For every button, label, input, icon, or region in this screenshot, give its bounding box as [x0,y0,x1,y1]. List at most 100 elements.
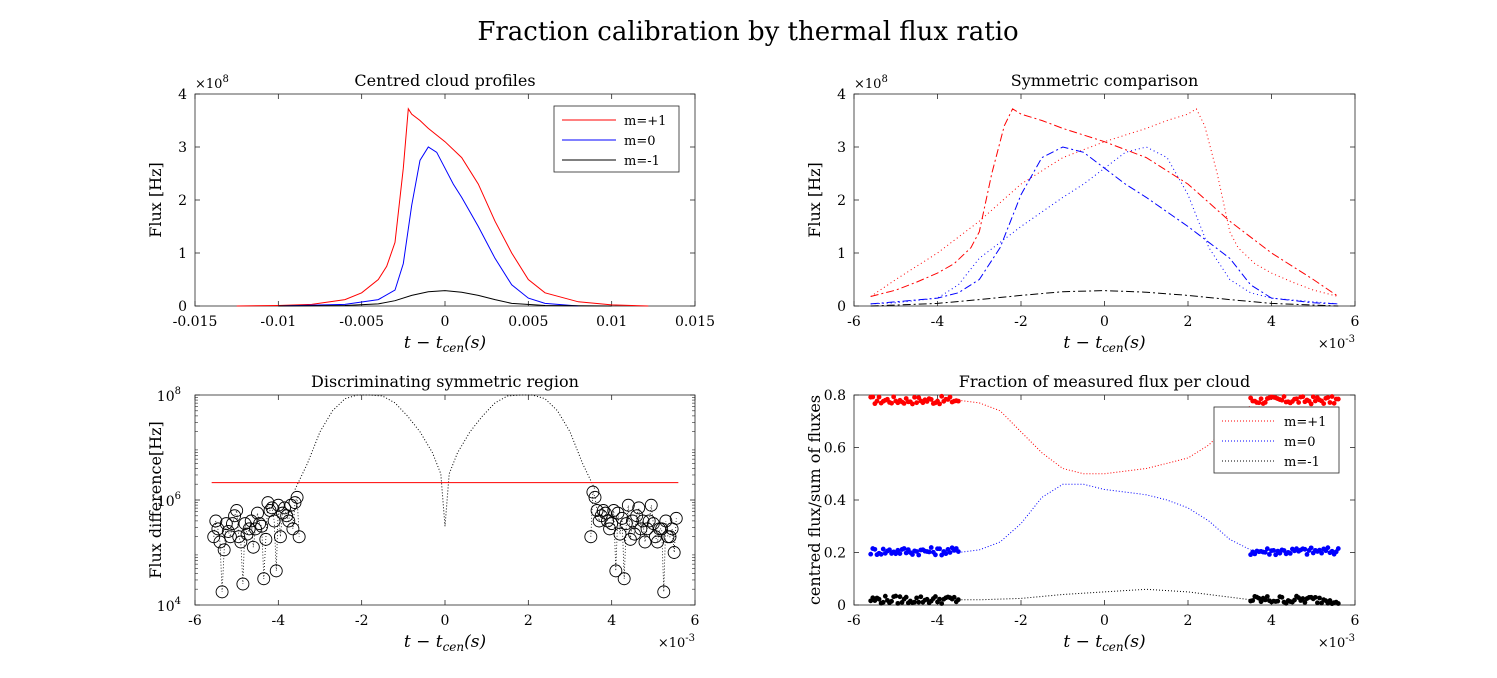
series-line-m=+1 [236,107,649,307]
subplot-title: Fraction of measured flux per cloud [959,372,1250,391]
y-tick-label: 3 [837,140,846,156]
fraction-dot-m=-1 [893,593,899,599]
fraction-dot-m=0 [914,549,920,554]
series-line-3 [870,146,1339,305]
series-line-5 [870,290,1339,307]
data-circle [636,514,650,528]
data-circle [234,535,248,549]
data-circle [248,522,262,536]
fraction-dot-m=0 [880,546,886,552]
data-circle [659,514,673,528]
data-circle [663,530,677,544]
y-tick-label: 3 [178,140,187,156]
data-circle [623,532,637,546]
data-circle [598,506,612,520]
data-circle [590,504,604,517]
data-circle [284,498,298,512]
y-tick-label: 0.4 [824,493,846,509]
y-tick-label: 108 [157,386,181,405]
fraction-dot-m=+1 [1281,394,1287,399]
x-tick-label: 6 [691,613,700,629]
fraction-dot-m=+1 [1325,395,1331,400]
y-tick-label: 106 [157,491,181,510]
fraction-dot-m=0 [1287,551,1293,556]
y-tick-label: 0.6 [824,441,846,457]
fraction-dot-m=0 [933,552,938,558]
fraction-dot-m=+1 [901,400,907,406]
circles-connector-left [213,497,300,592]
data-circle [586,485,600,499]
data-circle [655,522,669,536]
fraction-dot-m=0 [939,552,945,558]
data-circle [253,517,267,531]
fraction-dot-m=+1 [889,400,894,406]
fraction-dot-m=-1 [1258,599,1264,605]
fraction-dot-m=0 [1308,545,1314,551]
data-circle [232,530,246,544]
fraction-dot-m=0 [872,546,878,552]
fraction-dot-m=-1 [1264,594,1270,599]
fraction-dot-m=+1 [870,394,876,400]
data-circle [265,501,279,515]
difference-curve [294,394,596,527]
fraction-dot-m=-1 [924,596,930,602]
data-circle [613,527,627,541]
fraction-dot-m=+1 [955,398,961,404]
x-tick-label: 6 [1351,613,1360,629]
data-circle [257,572,271,586]
data-circle [226,517,239,531]
fraction-dot-m=0 [1335,546,1341,551]
legend-box [553,105,680,173]
fraction-dot-m=0 [947,550,953,555]
fraction-dot-m=+1 [1256,400,1262,406]
data-circle [601,514,614,528]
fraction-dot-m=+1 [1310,394,1316,400]
data-circle [667,546,681,559]
data-circle [632,501,646,515]
fraction-dot-m=-1 [955,597,961,603]
data-circle [259,532,273,546]
legend-box [1213,406,1340,474]
x-tick-label: 2 [524,613,533,629]
data-circle [607,504,621,517]
data-circle [261,496,275,510]
fraction-dot-m=0 [901,546,907,551]
fraction-dot-m=0 [1267,551,1272,557]
legend-label: m=0 [624,134,656,149]
data-circle [267,514,281,528]
legend-label: m=-1 [624,154,660,169]
y-tick-label: 4 [178,87,187,103]
x-tick-label: -0.015 [173,314,218,330]
x-exponent-label: ×10-3 [1318,334,1355,352]
data-circle [244,514,258,528]
fraction-dot-m=+1 [1327,400,1333,405]
figure-title: Fraction calibration by thermal flux rat… [477,17,1018,47]
x-tick-label: 0 [1100,613,1109,629]
fraction-dot-m=0 [910,552,915,557]
fraction-dot-m=-1 [1300,596,1306,601]
fraction-dot-m=0 [878,551,884,557]
fraction-dot-m=-1 [1335,601,1341,606]
fraction-dot-m=-1 [903,594,909,600]
fraction-dot-m=0 [943,551,949,557]
fraction-dot-m=-1 [939,601,945,606]
fraction-dot-m=0 [916,552,922,558]
y-axis-label: centred flux/sum of fluxes [805,395,824,605]
data-circle [603,522,617,536]
fraction-dot-m=-1 [916,599,922,605]
fraction-dot-m=+1 [928,397,934,402]
x-tick-label: -6 [188,613,202,629]
data-circle [288,496,302,510]
subplot-title: Centred cloud profiles [354,71,535,90]
data-circle [611,506,625,520]
x-tick-label: 0 [1100,314,1109,330]
axes-frame [194,394,696,606]
fraction-dot-m=-1 [889,598,894,604]
fraction-dot-m=-1 [1315,600,1320,606]
fraction-dot-m=+1 [876,394,882,400]
y-tick-label: 1 [178,246,187,262]
x-tick-label: -4 [931,613,945,629]
x-tick-label: 0.005 [508,314,548,330]
fraction-dot-m=-1 [1302,600,1308,605]
